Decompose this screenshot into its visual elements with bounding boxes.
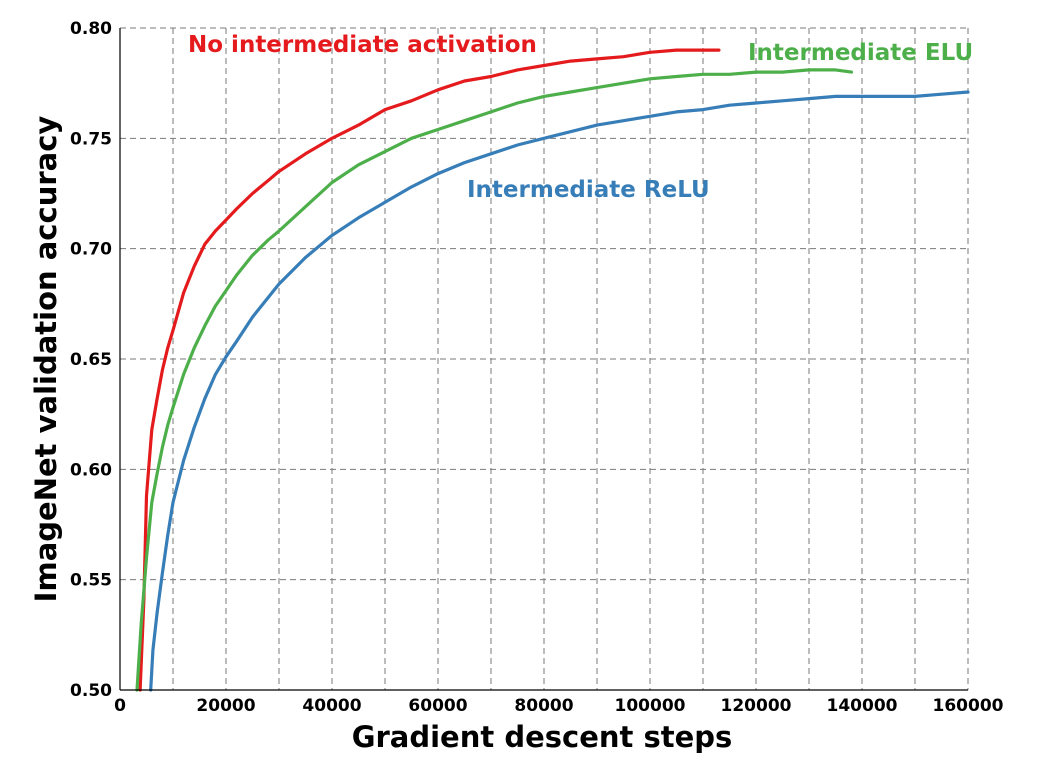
- x-tick-label: 100000: [615, 696, 686, 716]
- y-tick-labels: 0.50 0.55 0.60 0.65 0.70 0.75 0.80: [70, 19, 112, 701]
- y-tick-label: 0.70: [70, 240, 112, 260]
- series-line-intermediate-relu: [149, 90, 970, 692]
- series-label-intermediate-elu: Intermediate ELU: [748, 40, 973, 66]
- y-axis-title: ImageNet validation accuracy: [29, 116, 63, 603]
- x-tick-label: 140000: [827, 696, 898, 716]
- x-tick-label: 160000: [933, 696, 1004, 716]
- grid: [120, 27, 969, 690]
- x-axis-title: Gradient descent steps: [352, 720, 733, 754]
- y-tick-label: 0.55: [70, 571, 112, 591]
- axes: [119, 28, 968, 691]
- series-lines: [135, 48, 970, 692]
- x-tick-label: 20000: [196, 696, 255, 716]
- x-tick-label: 120000: [721, 696, 792, 716]
- y-tick-label: 0.60: [70, 460, 112, 480]
- y-tick-label: 0.50: [70, 681, 112, 701]
- y-tick-label: 0.65: [70, 350, 112, 370]
- x-tick-label: 40000: [302, 696, 361, 716]
- series-line-no-intermediate-activation: [138, 48, 721, 692]
- series-label-no-intermediate-activation: No intermediate activation: [188, 32, 537, 58]
- x-tick-label: 0: [114, 696, 126, 716]
- y-tick-label: 0.75: [70, 129, 112, 149]
- x-tick-label: 60000: [408, 696, 467, 716]
- x-tick-labels: 0 20000 40000 60000 80000 100000 120000 140000 1…: [114, 696, 1004, 716]
- x-tick-label: 80000: [514, 696, 573, 716]
- series-line-intermediate-elu: [135, 68, 854, 692]
- series-label-intermediate-relu: Intermediate ReLU: [467, 177, 710, 203]
- y-tick-label: 0.80: [70, 19, 112, 39]
